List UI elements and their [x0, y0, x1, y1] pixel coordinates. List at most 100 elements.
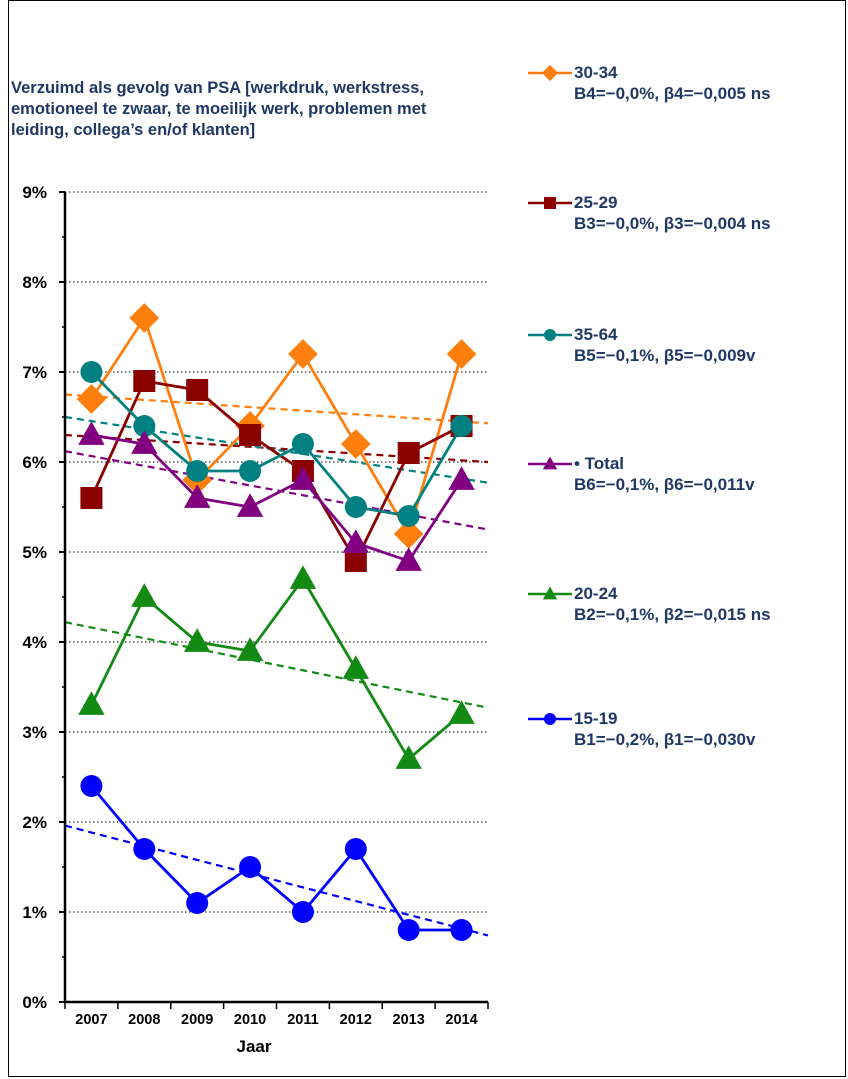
x-tick-label: 2010 [234, 1012, 266, 1028]
series-3034 [76, 303, 477, 549]
series-3564 [80, 361, 473, 527]
legend-series-note: B5=−0,1%, β5=−0,009v [574, 346, 756, 365]
chart-title: Verzuimd als gevolg van PSA [werkdruk, w… [11, 79, 427, 139]
data-point-2529 [397, 442, 420, 464]
y-tick-label: 3% [22, 723, 47, 742]
legend-item-header: 35-64 [528, 324, 755, 346]
legend-item-3564: 35-64 B5=−0,1%, β5=−0,009v [528, 324, 755, 366]
data-point-2024 [78, 691, 105, 715]
data-point-1519 [186, 892, 209, 914]
x-axis-title: Jaar [237, 1037, 272, 1056]
data-point-3564 [450, 415, 473, 437]
trend-line-2024 [64, 621, 489, 709]
x-tick-label: 2012 [340, 1012, 372, 1028]
data-point-total [78, 421, 105, 445]
y-tick-label: 5% [22, 543, 47, 562]
y-tick-label: 0% [22, 993, 47, 1012]
data-point-3034 [76, 384, 107, 414]
y-tick-label: 9% [22, 183, 47, 202]
legend-series-note: B4=−0,0%, β4=−0,005 ns [574, 84, 771, 103]
x-tick-label: 2008 [128, 1012, 160, 1028]
series-line-1519 [90, 785, 462, 932]
data-point-3564 [291, 433, 314, 455]
legend-marker [542, 456, 558, 470]
y-tick-label: 6% [22, 453, 47, 472]
trend-line-1519 [64, 824, 489, 937]
legend-series-name: 15-19 [574, 709, 618, 728]
data-point-3564 [239, 460, 262, 482]
legend-item-1519: 15-19 B1=−0,2%, β1=−0,030v [528, 708, 755, 750]
legend-series-name: • Total [574, 454, 625, 473]
x-tick-label: 2007 [75, 1012, 107, 1028]
data-point-total [395, 547, 422, 571]
legend-series-name: 25-29 [574, 193, 618, 212]
data-point-total [183, 484, 211, 508]
series-1519 [80, 775, 473, 941]
legend-symbol [528, 329, 572, 341]
data-point-2024 [395, 745, 422, 769]
axes: 0% 1% 2% 3% 4% 5% 6% 7% 8% 9% 2007 2008 2009 2010 2011… [22, 183, 489, 1028]
data-point-3034 [393, 519, 424, 549]
legend-marker [542, 586, 558, 600]
legend-item-header: 30-34 [528, 62, 771, 84]
y-tick-label: 4% [22, 633, 47, 652]
data-point-total [131, 430, 158, 454]
legend-symbol [528, 586, 572, 600]
y-tick-label: 1% [22, 903, 47, 922]
legend-item-total: • Total B6=−0,1%, β6=−0,011v [528, 453, 755, 495]
x-tick-label: 2013 [393, 1012, 425, 1028]
legend-series-note: B2=−0,1%, β2=−0,015 ns [574, 605, 771, 624]
legend-symbol [528, 713, 572, 725]
data-point-total [342, 529, 370, 553]
data-point-3564 [344, 496, 367, 518]
data-point-2024 [131, 583, 158, 607]
data-point-total [289, 466, 317, 490]
data-point-1519 [239, 856, 262, 878]
data-point-3564 [186, 460, 209, 482]
series-total [78, 421, 475, 571]
data-point-2529 [80, 487, 103, 509]
data-point-1519 [291, 901, 314, 923]
data-point-2529 [133, 370, 156, 392]
data-point-3564 [133, 415, 156, 437]
series-2024 [78, 565, 475, 769]
data-point-1519 [344, 838, 367, 860]
legend-series-name: 35-64 [574, 325, 618, 344]
data-point-2024 [183, 628, 211, 652]
data-point-3034 [129, 303, 160, 333]
data-point-1519 [133, 838, 156, 860]
data-point-2024 [448, 700, 475, 724]
data-point-2024 [236, 637, 264, 661]
legend-item-header: 25-29 [528, 192, 771, 214]
data-point-total [448, 466, 475, 490]
data-point-3034 [288, 339, 318, 369]
data-point-1519 [397, 919, 420, 941]
data-point-3034 [446, 339, 477, 369]
legend-item-header: 20-24 [528, 583, 771, 605]
legend-symbol [528, 64, 572, 82]
y-tick-label: 8% [22, 273, 47, 292]
data-point-3034 [340, 429, 371, 459]
data-point-2529 [344, 550, 367, 572]
legend-series-name: 20-24 [574, 584, 618, 603]
x-tick-label: 2011 [287, 1012, 318, 1028]
data-point-1519 [80, 775, 103, 797]
data-point-2024 [289, 565, 317, 589]
data-point-2529 [186, 379, 209, 401]
legend-item-2024: 20-24 B2=−0,1%, β2=−0,015 ns [528, 583, 771, 625]
legend-series-name: 30-34 [574, 63, 618, 82]
legend-series-note: B6=−0,1%, β6=−0,011v [574, 475, 755, 494]
data-point-2529 [239, 424, 262, 446]
gridlines [65, 191, 488, 913]
legend-item-header: 15-19 [528, 708, 755, 730]
data-point-2024 [342, 655, 370, 679]
legend-item-2529: 25-29 B3=−0,0%, β3=−0,004 ns [528, 192, 771, 234]
data-point-3564 [397, 505, 420, 527]
y-tick-label: 2% [22, 813, 47, 832]
legend-series-note: B1=−0,2%, β1=−0,030v [574, 730, 756, 749]
legend-item-3034: 30-34 B4=−0,0%, β4=−0,005 ns [528, 62, 771, 104]
legend-series-note: B3=−0,0%, β3=−0,004 ns [574, 214, 771, 233]
trend-line-3034 [64, 393, 489, 425]
trend-line-3564 [64, 415, 489, 484]
